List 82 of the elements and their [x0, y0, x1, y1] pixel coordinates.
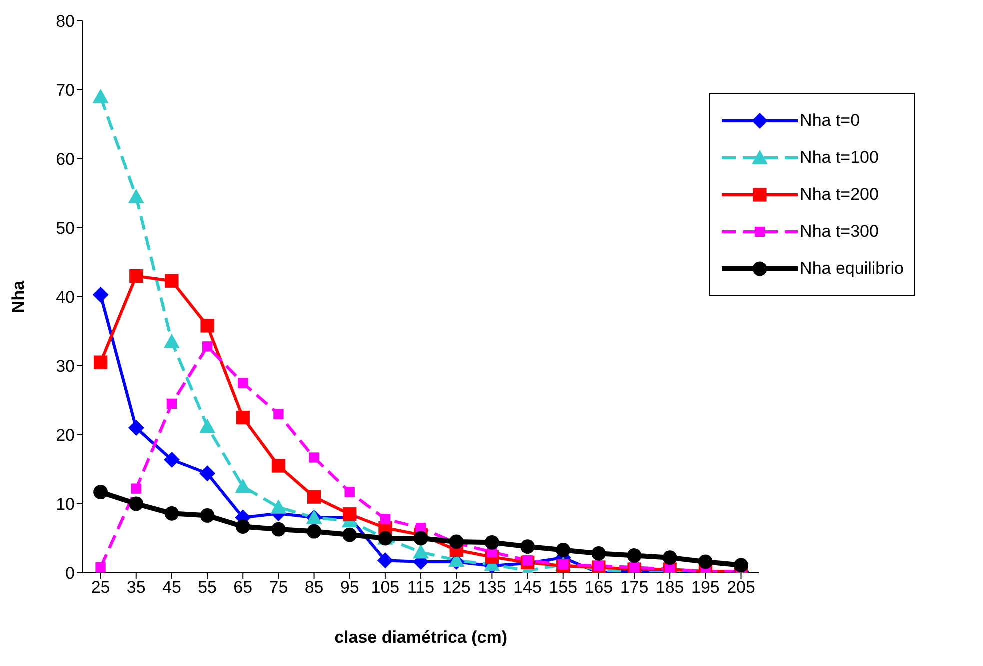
y-tick-label: 70 — [56, 81, 75, 100]
point — [166, 398, 178, 410]
point — [128, 188, 144, 204]
point — [414, 531, 428, 546]
point — [164, 452, 180, 468]
point — [343, 508, 357, 522]
point — [377, 552, 394, 569]
point — [413, 544, 430, 559]
x-tick-label: 25 — [91, 578, 110, 598]
point — [449, 534, 464, 550]
legend-label: Nha t=0 — [800, 110, 860, 132]
legend-label: Nha t=100 — [800, 146, 879, 168]
x-tick-label: 55 — [198, 578, 217, 598]
x-tick-label: 105 — [371, 578, 400, 598]
point — [130, 270, 144, 284]
point — [274, 409, 284, 420]
point — [380, 514, 391, 524]
point — [131, 484, 142, 494]
point — [270, 499, 287, 514]
y-tick-label: 30 — [56, 357, 75, 376]
point — [164, 506, 180, 521]
x-tick-label: 165 — [584, 578, 614, 598]
x-axis-title: clase diamétrica (cm) — [334, 628, 508, 648]
point — [734, 558, 748, 573]
x-tick-label: 135 — [478, 578, 506, 598]
point — [94, 485, 108, 500]
x-tick-label: 65 — [234, 578, 253, 598]
x-tick-label: 195 — [691, 578, 720, 598]
point — [344, 487, 355, 498]
point — [92, 88, 109, 104]
point — [484, 535, 500, 550]
point — [129, 496, 144, 512]
y-tick-label: 0 — [66, 564, 75, 584]
point — [307, 490, 322, 504]
point — [342, 528, 358, 542]
point — [202, 342, 213, 352]
point — [235, 478, 252, 494]
point — [200, 418, 216, 434]
point — [94, 356, 108, 370]
legend-label: Nha t=200 — [800, 184, 879, 206]
legend-label: Nha t=300 — [800, 220, 879, 242]
y-tick-label: 40 — [56, 288, 75, 308]
point — [272, 459, 286, 473]
point — [309, 452, 320, 463]
x-tick-label: 185 — [656, 578, 684, 598]
point — [200, 319, 214, 333]
point — [556, 543, 571, 558]
point — [96, 562, 106, 573]
x-tick-label: 175 — [620, 578, 649, 598]
point — [200, 466, 216, 482]
y-tick-label: 20 — [56, 426, 75, 446]
x-tick-label: 95 — [340, 578, 360, 598]
x-tick-label: 155 — [549, 578, 578, 598]
x-tick-label: 45 — [162, 578, 182, 598]
point — [200, 508, 215, 523]
point — [592, 546, 606, 561]
y-axis-title: Nha — [9, 280, 28, 314]
point — [165, 274, 179, 288]
x-tick-label: 125 — [442, 578, 471, 598]
point — [307, 524, 322, 539]
x-tick-label: 205 — [727, 578, 756, 598]
x-tick-label: 75 — [269, 578, 288, 598]
y-tick-label: 10 — [56, 495, 75, 514]
y-tick-label: 50 — [56, 219, 75, 238]
point — [128, 420, 144, 436]
point — [520, 540, 535, 554]
y-tick-label: 80 — [56, 12, 75, 32]
point — [698, 554, 713, 570]
y-tick-label: 60 — [56, 150, 75, 170]
point — [92, 286, 109, 303]
x-tick-label: 35 — [126, 578, 146, 598]
point — [627, 548, 642, 563]
point — [662, 550, 678, 566]
legend-label: Nha equilibrio — [800, 258, 904, 280]
point — [164, 334, 180, 348]
x-tick-label: 115 — [407, 578, 435, 598]
point — [236, 410, 250, 425]
point — [236, 520, 250, 534]
point — [272, 522, 286, 537]
x-tick-label: 145 — [514, 578, 542, 598]
x-tick-label: 85 — [304, 578, 324, 598]
point — [238, 378, 248, 388]
